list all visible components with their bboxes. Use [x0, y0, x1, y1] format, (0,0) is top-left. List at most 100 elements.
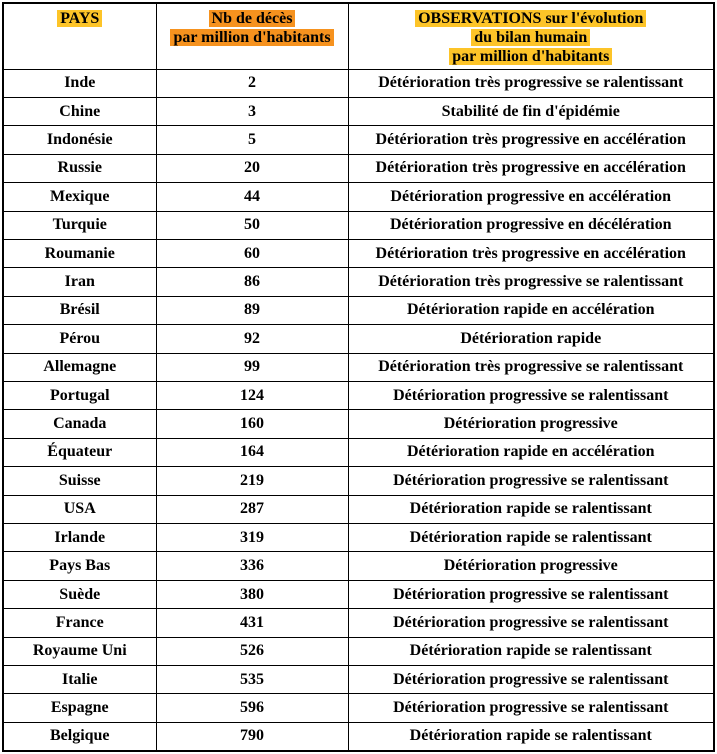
deaths-cell: 596 — [155, 693, 349, 723]
observation-cell: Détérioration progressive en décélératio… — [347, 210, 715, 240]
table-row: Belgique 790 Détérioration rapide se ralen… — [2, 721, 715, 752]
observation-cell: Détérioration progressive — [347, 551, 715, 581]
deaths-cell: 92 — [155, 324, 349, 354]
deaths-cell: 526 — [155, 636, 349, 667]
country-cell: Canada — [2, 409, 157, 439]
deaths-cell: 89 — [155, 295, 349, 326]
country-cell: Mexique — [2, 182, 157, 212]
observation-cell: Détérioration progressive se ralentissan… — [347, 466, 715, 496]
deaths-cell: 60 — [155, 238, 349, 269]
country-cell: Roumanie — [2, 238, 157, 269]
country-cell: Pérou — [2, 324, 157, 354]
header-cell-deaths: Nb de décès par million d'habitants — [155, 2, 349, 70]
observation-cell: Détérioration progressive se ralentissan… — [347, 665, 715, 695]
table-row: Russie 20 Détérioration très progressive e… — [2, 153, 715, 184]
deaths-cell: 50 — [155, 210, 349, 240]
observation-cell: Détérioration progressive se ralentissan… — [347, 693, 715, 723]
pays-header-label: PAYS — [57, 10, 103, 27]
deaths-cell: 219 — [155, 466, 349, 496]
observation-cell: Détérioration rapide — [347, 324, 715, 354]
country-cell: Belgique — [2, 721, 157, 752]
deaths-header-label-line1: Nb de décès — [208, 10, 296, 27]
deaths-cell: 20 — [155, 153, 349, 184]
country-cell: USA — [2, 494, 157, 525]
table-row: Équateur 164 Détérioration rapide en accél… — [2, 437, 715, 468]
observation-cell: Détérioration rapide en accélération — [347, 295, 715, 326]
country-cell: Espagne — [2, 693, 157, 723]
observation-cell: Détérioration progressive en accélératio… — [347, 182, 715, 212]
table-row: Turquie 50 Détérioration progressive en dé… — [2, 210, 715, 240]
country-cell: Italie — [2, 665, 157, 695]
observations-header-label-line3: par million d'habitants — [449, 48, 613, 65]
table-row: Inde 2 Détérioration très progressive se r… — [2, 68, 715, 98]
table-row: France 431 Détérioration progressive se ra… — [2, 608, 715, 638]
observation-cell: Détérioration très progressive en accélé… — [347, 125, 715, 155]
table-row: Espagne 596 Détérioration progressive se r… — [2, 693, 715, 723]
observation-cell: Détérioration progressive se ralentissan… — [347, 579, 715, 610]
country-cell: France — [2, 608, 157, 638]
deaths-cell: 44 — [155, 182, 349, 212]
country-cell: Chine — [2, 96, 157, 127]
country-cell: Suède — [2, 579, 157, 610]
country-cell: Portugal — [2, 380, 157, 411]
deaths-cell: 99 — [155, 352, 349, 382]
table-row: Pérou 92 Détérioration rapide — [2, 324, 715, 354]
observation-cell: Détérioration très progressive en accélé… — [347, 238, 715, 269]
country-cell: Inde — [2, 68, 157, 98]
observation-cell: Détérioration très progressive se ralent… — [347, 352, 715, 382]
observation-cell: Stabilité de fin d'épidémie — [347, 96, 715, 127]
table-row: Portugal 124 Détérioration progressive se … — [2, 380, 715, 411]
deaths-cell: 535 — [155, 665, 349, 695]
country-cell: Royaume Uni — [2, 636, 157, 667]
observations-header-label-line1: OBSERVATIONS sur l'évolution — [415, 10, 647, 27]
table-row: USA 287 Détérioration rapide se ralentissa… — [2, 494, 715, 525]
deaths-cell: 5 — [155, 125, 349, 155]
table-row: Allemagne 99 Détérioration très progressiv… — [2, 352, 715, 382]
deaths-cell: 431 — [155, 608, 349, 638]
deaths-cell: 3 — [155, 96, 349, 127]
country-cell: Turquie — [2, 210, 157, 240]
header-row: PAYS Nb de décès par million d'habitants… — [2, 2, 715, 70]
table-row: Suisse 219 Détérioration progressive se ra… — [2, 466, 715, 496]
deaths-cell: 124 — [155, 380, 349, 411]
observation-cell: Détérioration rapide se ralentissant — [347, 494, 715, 525]
table-row: Indonésie 5 Détérioration très progressive… — [2, 125, 715, 155]
table-row: Royaume Uni 526 Détérioration rapide se ra… — [2, 636, 715, 667]
observation-cell: Détérioration rapide se ralentissant — [347, 721, 715, 752]
observation-cell: Détérioration très progressive en accélé… — [347, 153, 715, 184]
header-cell-observations: OBSERVATIONS sur l'évolution du bilan hu… — [347, 2, 715, 70]
country-cell: Pays Bas — [2, 551, 157, 581]
country-cell: Équateur — [2, 437, 157, 468]
observations-header-label-line2: du bilan humain — [471, 29, 591, 46]
table-row: Chine 3 Stabilité de fin d'épidémie — [2, 96, 715, 127]
table-row: Canada 160 Détérioration progressive — [2, 409, 715, 439]
country-cell: Irlande — [2, 522, 157, 553]
observation-cell: Détérioration rapide se ralentissant — [347, 522, 715, 553]
deaths-cell: 2 — [155, 68, 349, 98]
deaths-cell: 86 — [155, 267, 349, 297]
deaths-cell: 319 — [155, 522, 349, 553]
deaths-cell: 164 — [155, 437, 349, 468]
deaths-cell: 336 — [155, 551, 349, 581]
observation-cell: Détérioration rapide en accélération — [347, 437, 715, 468]
country-cell: Indonésie — [2, 125, 157, 155]
deaths-cell: 380 — [155, 579, 349, 610]
table-row: Pays Bas 336 Détérioration progressive — [2, 551, 715, 581]
table-row: Iran 86 Détérioration très progressive se … — [2, 267, 715, 297]
country-cell: Brésil — [2, 295, 157, 326]
observation-cell: Détérioration très progressive se ralent… — [347, 267, 715, 297]
table-row: Mexique 44 Détérioration progressive en ac… — [2, 182, 715, 212]
observation-cell: Détérioration progressive se ralentissan… — [347, 380, 715, 411]
header-cell-pays: PAYS — [2, 2, 157, 70]
deaths-cell: 790 — [155, 721, 349, 752]
table-row: Brésil 89 Détérioration rapide en accéléra… — [2, 295, 715, 326]
deaths-cell: 160 — [155, 409, 349, 439]
table-row: Roumanie 60 Détérioration très progressive… — [2, 238, 715, 269]
observation-cell: Détérioration très progressive se ralent… — [347, 68, 715, 98]
observation-cell: Détérioration progressive — [347, 409, 715, 439]
table-body: Inde 2 Détérioration très progressive se r… — [2, 68, 715, 752]
table-header: PAYS Nb de décès par million d'habitants… — [2, 2, 715, 70]
table-row: Irlande 319 Détérioration rapide se ralent… — [2, 522, 715, 553]
